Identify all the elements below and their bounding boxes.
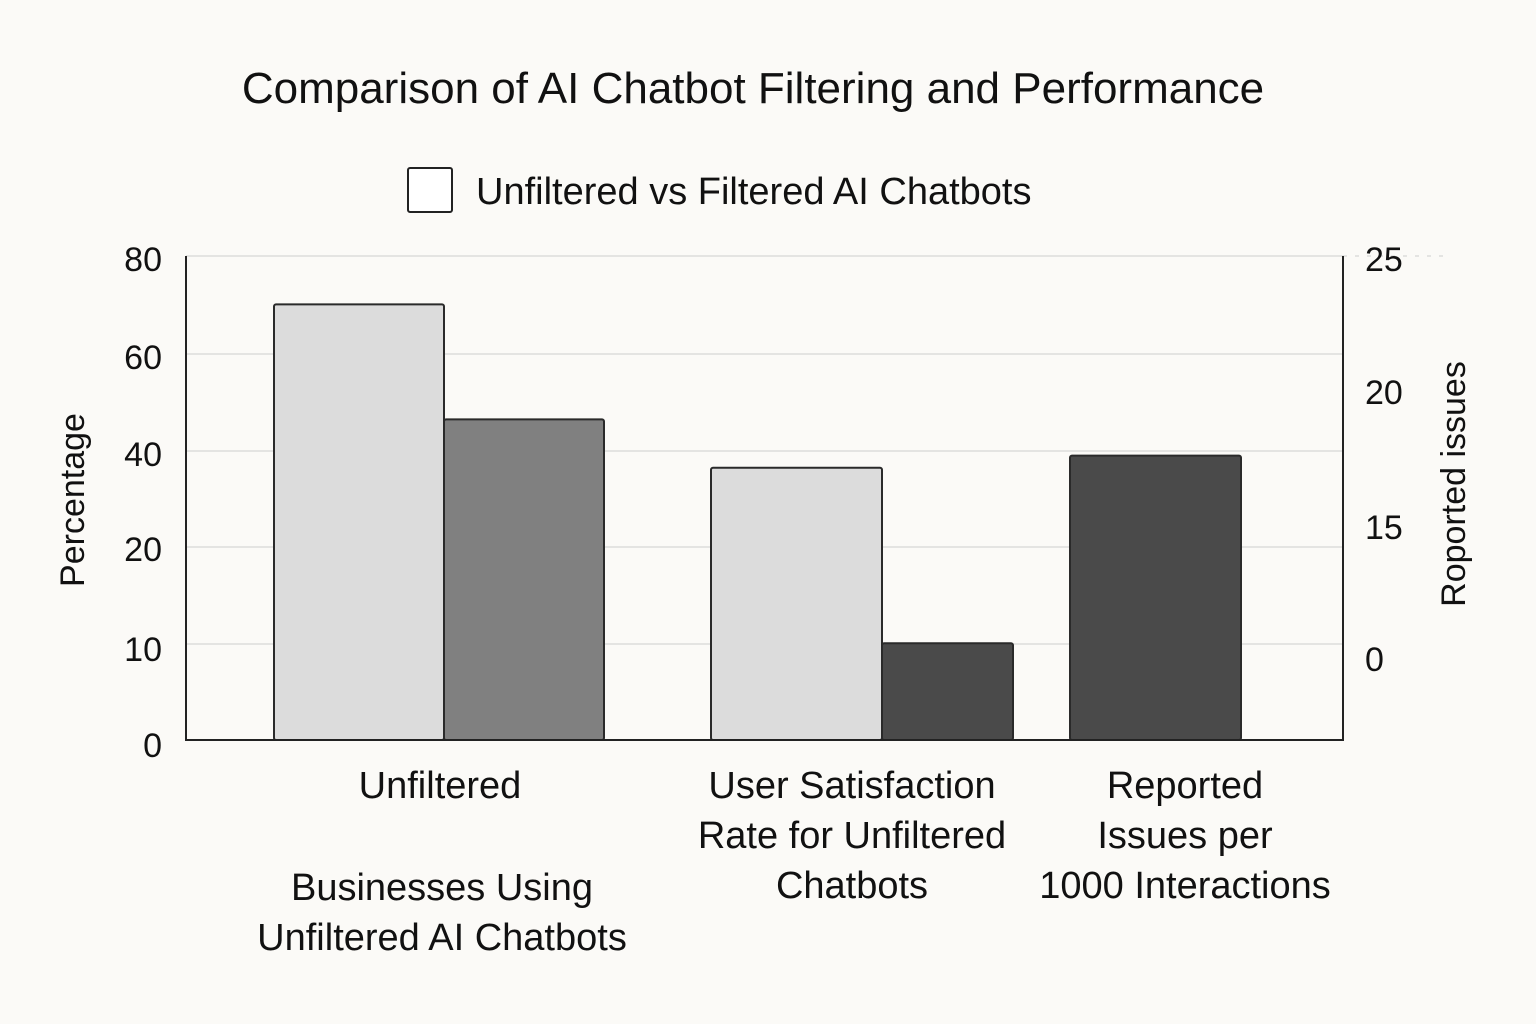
bar: [1069, 454, 1242, 741]
right-tick-label: 0: [1365, 641, 1384, 679]
category-label-line: Chatbots: [776, 865, 928, 907]
category-label-line: 1000 Interactions: [1039, 865, 1331, 907]
category-label-line: User Satisfaction: [708, 765, 995, 807]
left-tick-label: 60: [124, 339, 162, 377]
category-label-line: Businesses Using: [291, 867, 593, 909]
category-label-line: Unfiltered AI Chatbots: [257, 917, 627, 959]
right-tick-label: 15: [1365, 509, 1403, 547]
category-labels: Unfiltered Businesses Using Unfiltered AI …: [257, 765, 1331, 959]
right-tick-label: 20: [1365, 374, 1403, 412]
left-axis-ticks: 80 60 40 20 10 0: [124, 241, 162, 765]
right-axis-ticks: 25 20 15 0: [1365, 241, 1403, 679]
category-label-line: Issues per: [1097, 815, 1273, 857]
bar: [273, 303, 445, 741]
bar: [881, 642, 1014, 742]
left-tick-label: 20: [124, 531, 162, 569]
right-tick-label: 25: [1365, 241, 1403, 279]
legend-swatch: [407, 167, 453, 213]
category-label-line: Reported: [1107, 765, 1263, 807]
plot-frame: [185, 256, 1344, 741]
right-axis-label: Roported issues: [1435, 361, 1473, 607]
left-axis-label: Percentage: [54, 413, 92, 587]
bar: [443, 418, 605, 741]
left-tick-label: 40: [124, 436, 162, 474]
bars: [273, 303, 1242, 742]
category-top-label: Unfiltered: [359, 765, 522, 807]
category-label-line: Rate for Unfiltered: [698, 815, 1006, 857]
left-tick-label: 10: [124, 631, 162, 669]
left-tick-label: 0: [143, 727, 162, 765]
bar: [710, 466, 883, 741]
chart-title: Comparison of AI Chatbot Filtering and P…: [242, 64, 1264, 113]
legend-label: Unfiltered vs Filtered AI Chatbots: [476, 171, 1031, 213]
left-tick-label: 80: [124, 241, 162, 279]
